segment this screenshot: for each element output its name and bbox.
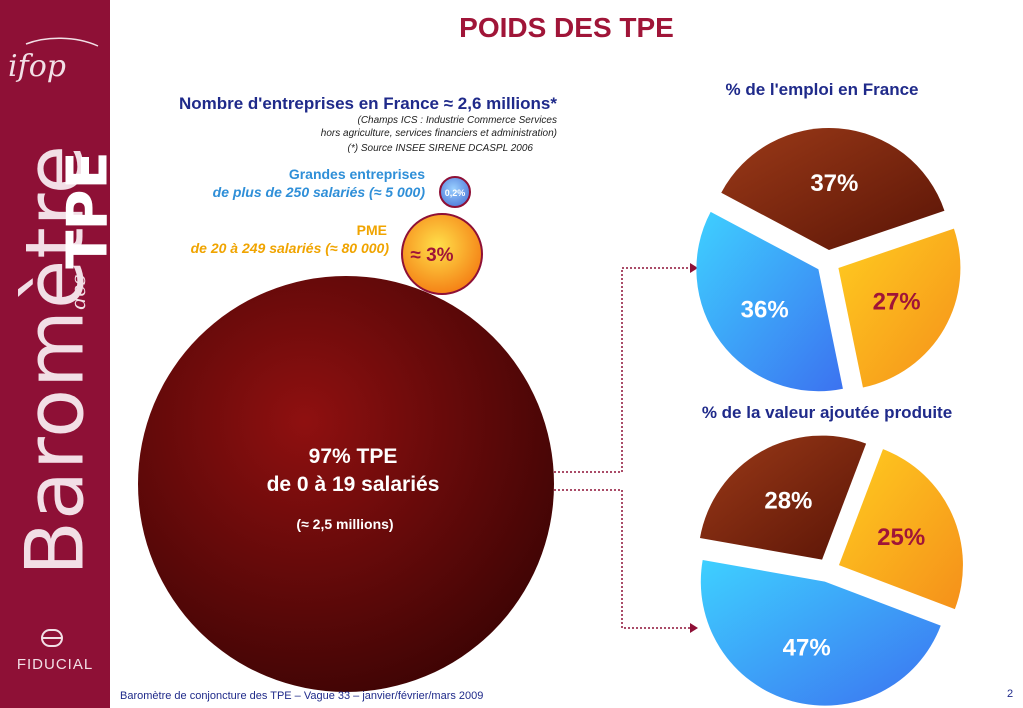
pie-2-slice-tpe	[699, 435, 867, 560]
tpe-line-2: de 0 à 19 salariés	[267, 473, 440, 496]
pie-1-slice-grandes	[696, 211, 843, 392]
footer-text: Baromètre de conjoncture des TPE – Vague…	[120, 690, 484, 702]
page-title: POIDS DES TPE	[459, 12, 674, 43]
grandes-bubble	[439, 176, 471, 208]
tpe-line-3: (≈ 2,5 millions)	[296, 516, 393, 532]
note-line-1: (Champs ICS : Industrie Commerce Service…	[357, 115, 557, 126]
note-line-2: hors agriculture, services financiers et…	[320, 128, 557, 139]
pme-sub: de 20 à 249 salariés (≈ 80 000)	[190, 240, 389, 256]
pie-1-slice-tpe	[721, 128, 945, 251]
arrow-head-bottom	[690, 623, 698, 633]
pie-1-slice-pme	[838, 228, 961, 388]
tpe-line-1: 97% TPE	[309, 445, 398, 468]
ifop-logo-text: ifop	[8, 49, 66, 84]
pie-2-label-grandes: 47%	[783, 634, 831, 661]
connectors	[550, 267, 690, 629]
note-line-3: (*) Source INSEE SIRENE DCASPL 2006	[347, 143, 533, 154]
companies-heading: Nombre d'entreprises en France ≈ 2,6 mil…	[178, 94, 557, 113]
pie-emploi: 37% 27% 36%	[696, 128, 961, 392]
pie-2-label-tpe: 28%	[764, 487, 812, 514]
fiducial-brand: FIDUCIAL	[16, 656, 94, 673]
grandes-value: 0,2%	[445, 188, 466, 198]
pme-label: PME	[356, 222, 387, 238]
pie-valeur-ajoutee: 28% 25% 47%	[699, 435, 963, 706]
connector-bottom	[550, 489, 690, 629]
sidebar: ifop Baromètre des TPE FIDUCIAL	[0, 0, 121, 708]
pie-1-label-pme: 27%	[873, 288, 921, 315]
page-number: 2	[1007, 688, 1014, 700]
ifop-logo: ifop	[8, 37, 99, 84]
fiducial-icon	[41, 629, 63, 647]
arrow-head-top	[690, 263, 698, 273]
pie-2-label-pme: 25%	[877, 524, 925, 551]
pie-2-slice-grandes	[700, 560, 941, 706]
pie-1-label-grandes: 36%	[741, 296, 789, 323]
pie-2-slice-pme	[838, 449, 963, 610]
pme-value: ≈ 3%	[410, 245, 453, 266]
connector-top	[550, 267, 690, 473]
pie-emploi-title: % de l'emploi en France	[725, 80, 919, 99]
pie-1-label-tpe: 37%	[810, 170, 858, 197]
pie-valeur-title: % de la valeur ajoutée produite	[701, 403, 953, 422]
grandes-label: Grandes entreprises	[288, 166, 425, 182]
tpe-bubble	[138, 276, 554, 692]
pme-bubble	[401, 213, 483, 295]
grandes-sub: de plus de 250 salariés (≈ 5 000)	[212, 184, 425, 200]
